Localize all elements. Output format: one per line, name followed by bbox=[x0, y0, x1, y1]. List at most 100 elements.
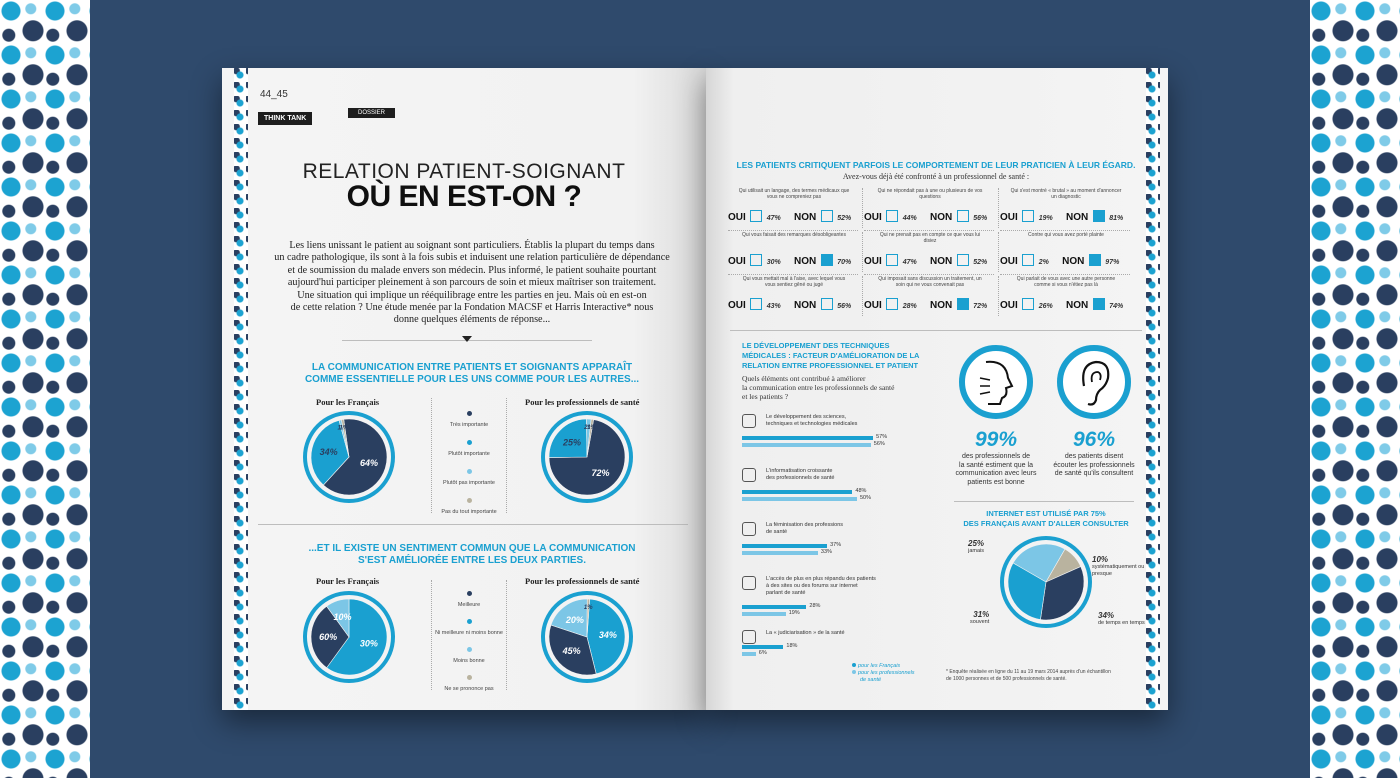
bar-label-line: techniques et technologies médicales bbox=[766, 421, 858, 427]
column-separator bbox=[862, 232, 864, 272]
question-cell: Contre qui vous avez porté plainte OUI 2%… bbox=[1000, 232, 1132, 276]
decorative-pattern-left bbox=[0, 0, 90, 778]
oui-label: OUI bbox=[728, 212, 746, 223]
legend-dot-light bbox=[852, 670, 856, 674]
pie-slice bbox=[341, 419, 350, 458]
oui-pct: 43% bbox=[766, 303, 781, 310]
question-text: Qui parlait de vous avec une autre perso… bbox=[1016, 276, 1116, 288]
bar-professionnels bbox=[742, 612, 786, 616]
bar-value: 48% bbox=[855, 488, 867, 494]
question-cell: Qui s'est montré « brutal » au moment d'… bbox=[1000, 188, 1132, 232]
question-text: Qui s'est montré « brutal » au moment d'… bbox=[1010, 188, 1122, 200]
oui-label: OUI bbox=[728, 300, 746, 311]
oui-label: OUI bbox=[864, 212, 882, 223]
section-divider bbox=[954, 501, 1134, 502]
bar-label: L'accès de plus en plus répandu des pati… bbox=[766, 576, 916, 597]
bar-francais bbox=[742, 544, 828, 548]
non-pct: 72% bbox=[973, 303, 988, 310]
pie-slice-label: 25% bbox=[562, 437, 581, 447]
section1-title-line: COMME ESSENTIELLE POUR LES UNS COMME POU… bbox=[304, 374, 640, 385]
bar-value: 57% bbox=[876, 434, 888, 440]
oui-pct: 26% bbox=[1038, 303, 1053, 310]
footnote: * Enquête réalisée en ligne du 11 au 19 … bbox=[946, 669, 1156, 683]
tech-title-line: LE DÉVELOPPEMENT DES TECHNIQUES bbox=[742, 341, 890, 350]
non-label: NON bbox=[794, 256, 817, 267]
bar-legend: pour les Français pour les professionnel… bbox=[852, 663, 915, 684]
pie-slice-label: 60% bbox=[319, 632, 337, 642]
answer-row: OUI 44% NON 56% bbox=[864, 207, 996, 225]
intro-line: et de soumission du malade envers son mé… bbox=[287, 264, 657, 276]
pie-slice-label: 72% bbox=[592, 468, 610, 478]
question-text: Qui vous mettait mal à l'aise, avec lequ… bbox=[742, 276, 846, 288]
bar-value: 33% bbox=[820, 549, 832, 555]
legend-item: Ni meilleure ni moins bonne bbox=[432, 619, 506, 647]
internet-label-temps: 34% de temps en temps bbox=[1098, 611, 1158, 627]
non-pct: 52% bbox=[973, 259, 988, 266]
legend-fr: pour les Français bbox=[852, 663, 915, 670]
legend-dot-blue bbox=[466, 619, 472, 624]
oui-label: OUI bbox=[864, 256, 882, 267]
legend-label: Meilleure bbox=[457, 602, 481, 608]
face-icon bbox=[820, 253, 833, 266]
non-label: NON bbox=[794, 212, 817, 223]
bar-value: 6% bbox=[758, 650, 767, 656]
question-cell: Qui ne répondait pas à une ou plusieurs … bbox=[864, 188, 999, 232]
intro-paragraph: Les liens unissant le patient au soignan… bbox=[262, 240, 682, 327]
internet-pie bbox=[1000, 536, 1092, 628]
title-line-2: OÙ EN EST-ON ? bbox=[346, 180, 582, 213]
face-icon bbox=[820, 297, 833, 310]
column-separator bbox=[998, 232, 1000, 272]
legend-dot-dark bbox=[466, 411, 472, 416]
tech-bar-chart: Le développement des sciences, techniques… bbox=[742, 414, 942, 694]
pie-slice-label: 34% bbox=[320, 447, 338, 457]
pie-slice-label: 1% bbox=[587, 425, 596, 431]
pct: 10% bbox=[1092, 555, 1109, 564]
pie-slice-label: 30% bbox=[360, 638, 378, 648]
face-icon bbox=[820, 209, 833, 222]
ear-icon bbox=[1057, 345, 1131, 419]
legend-label: Ni meilleure ni moins bonne bbox=[435, 630, 503, 636]
bar-professionnels bbox=[742, 551, 818, 555]
pie-slice-label: 1% bbox=[584, 605, 593, 611]
answer-row: OUI 19% NON 81% bbox=[1000, 207, 1132, 225]
tech-title: LE DÉVELOPPEMENT DES TECHNIQUES MÉDICALE… bbox=[742, 341, 919, 371]
question-cell: Qui parlait de vous avec une autre perso… bbox=[1000, 276, 1132, 320]
bar-value: 37% bbox=[830, 542, 842, 548]
bar-label-line: L'informatisation croissante bbox=[766, 468, 833, 474]
topic-icon bbox=[742, 576, 756, 590]
section2-legend: Meilleure Ni meilleure ni moins bonne Mo… bbox=[432, 591, 506, 703]
section2-title-line: S'EST AMÉLIORÉE ENTRE LES DEUX PARTIES. bbox=[358, 555, 586, 566]
pie-slice-label: 34% bbox=[599, 630, 617, 640]
oui-label: OUI bbox=[1000, 256, 1018, 267]
stat2-line: des patients disent bbox=[1064, 453, 1124, 460]
question-text: Qui utilisait un langage, des termes méd… bbox=[738, 188, 850, 200]
tech-question-line: la communication entre les professionnel… bbox=[742, 383, 895, 392]
pie-slice bbox=[310, 419, 350, 486]
pie-slice bbox=[550, 598, 588, 638]
label: souvent bbox=[970, 619, 990, 625]
bar-value: 56% bbox=[873, 441, 885, 447]
legend-item: Moins bonne bbox=[432, 647, 506, 675]
non-pct: 97% bbox=[1105, 259, 1120, 266]
row-separator bbox=[728, 230, 858, 231]
question-cell: Qui imposait sans discussion un traiteme… bbox=[864, 276, 999, 320]
bar-label: La « judiciarisation » de la santé bbox=[766, 630, 916, 637]
pie-s1-right: 72% 25%2%1% bbox=[541, 411, 633, 503]
legend-dot-light bbox=[466, 469, 472, 474]
column-separator bbox=[998, 188, 1000, 228]
pie-slice bbox=[1007, 562, 1047, 620]
question-cell: Qui vous mettait mal à l'aise, avec lequ… bbox=[728, 276, 863, 320]
pie-slice bbox=[322, 418, 388, 496]
legend-dot-grey bbox=[466, 675, 472, 680]
pie-slice-label: 45% bbox=[562, 646, 581, 656]
non-pct: 81% bbox=[1109, 215, 1124, 222]
stat1-line: patients est bonne bbox=[967, 478, 1025, 486]
column-separator bbox=[998, 276, 1000, 316]
legend-dot-blue bbox=[852, 663, 856, 667]
topic-icon bbox=[742, 414, 756, 428]
non-label: NON bbox=[930, 212, 953, 223]
oui-label: OUI bbox=[1000, 212, 1018, 223]
bar-francais bbox=[742, 436, 874, 440]
bar-label-line: de santé bbox=[766, 529, 788, 535]
oui-label: OUI bbox=[728, 256, 746, 267]
